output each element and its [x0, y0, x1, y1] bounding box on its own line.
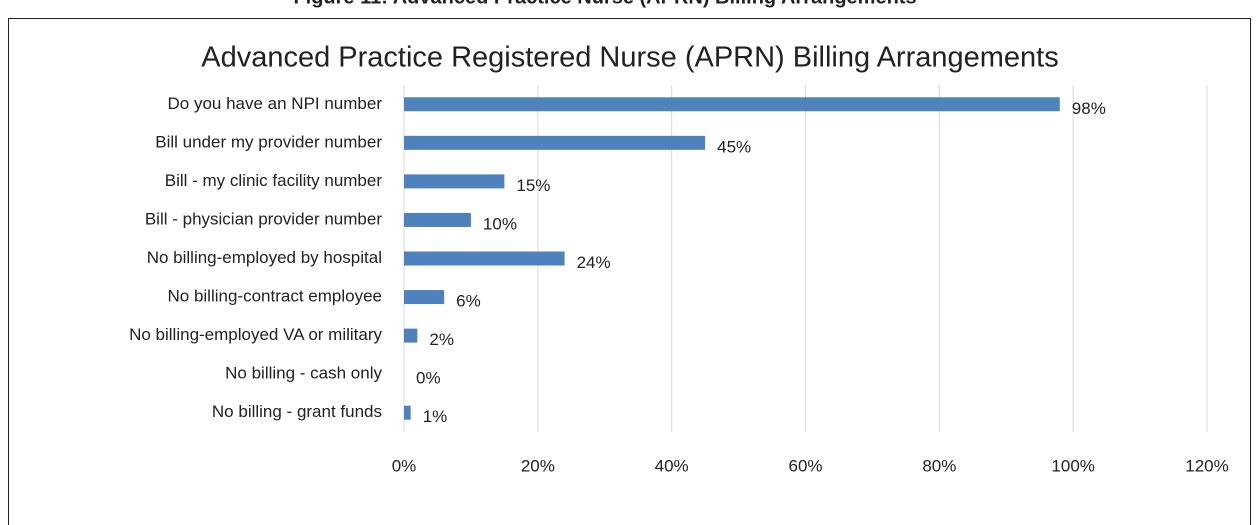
- x-tick-label: 60%: [788, 456, 822, 475]
- data-label: 1%: [423, 407, 448, 426]
- chart-frame: [8, 18, 1251, 525]
- data-label: 2%: [429, 330, 454, 349]
- y-tick-label: Bill - physician provider number: [145, 209, 382, 228]
- data-label: 45%: [717, 137, 751, 156]
- x-tick-label: 0%: [392, 456, 417, 475]
- data-label: 15%: [516, 176, 550, 195]
- x-tick-label: 40%: [655, 456, 689, 475]
- y-tick-label: Bill under my provider number: [155, 132, 382, 151]
- y-tick-label: No billing - grant funds: [212, 402, 382, 421]
- data-label: 10%: [483, 214, 517, 233]
- y-tick-label: No billing-employed VA or military: [129, 325, 382, 344]
- data-label: 6%: [456, 292, 481, 311]
- y-tick-label: Bill - my clinic facility number: [165, 171, 383, 190]
- x-tick-label: 80%: [922, 456, 956, 475]
- y-tick-label: No billing - cash only: [225, 364, 382, 383]
- bar: [404, 212, 471, 227]
- bar: [404, 405, 411, 420]
- bar: [404, 251, 565, 266]
- bar: [404, 135, 706, 150]
- y-tick-label: Do you have an NPI number: [167, 94, 382, 113]
- chart-title: Advanced Practice Registered Nurse (APRN…: [201, 42, 1058, 74]
- x-tick-label: 120%: [1185, 456, 1228, 475]
- bar: [404, 328, 418, 343]
- figure-caption: Figure 11: Advanced Practice Nurse (APRN…: [293, 0, 916, 8]
- y-tick-label: No billing-contract employee: [168, 287, 383, 306]
- bar: [404, 174, 505, 189]
- x-tick-label: 100%: [1051, 456, 1094, 475]
- y-tick-label: No billing-employed by hospital: [147, 248, 382, 267]
- x-tick-label: 20%: [521, 456, 555, 475]
- data-label: 24%: [577, 253, 611, 272]
- data-label: 0%: [416, 369, 441, 388]
- bar: [404, 97, 1060, 112]
- bar: [404, 290, 445, 305]
- data-label: 98%: [1072, 99, 1106, 118]
